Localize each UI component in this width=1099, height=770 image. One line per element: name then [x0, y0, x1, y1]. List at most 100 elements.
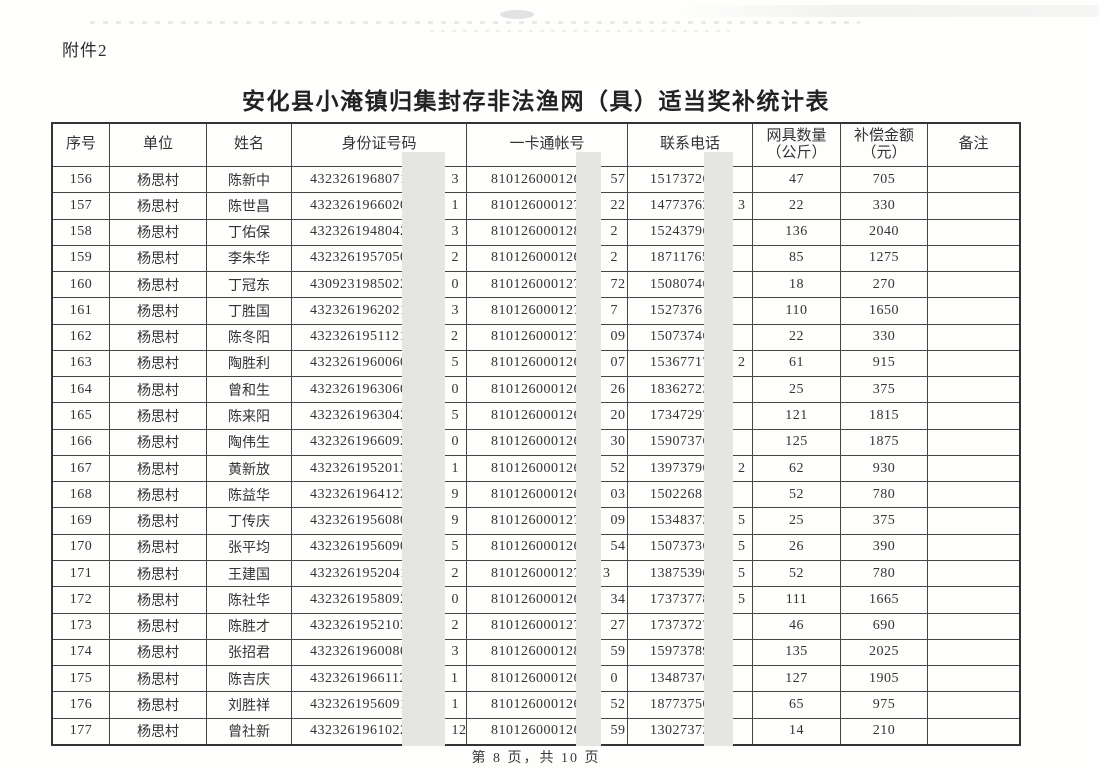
phone-visible-prefix: 15080746 [650, 276, 710, 292]
cell-person-name: 黄新放 [206, 455, 291, 482]
cell-serial: 176 [69, 696, 93, 712]
cell-account-number: 8101260001270 7 [466, 298, 627, 324]
cell-unit: 杨思村 [109, 298, 206, 324]
table-row: 164 杨思村 曾和生 4323261963060 0 8101260001268… [53, 376, 1019, 403]
table-row: 177 杨思村 曾社新 4323261961022 12 810126000126… [53, 717, 1019, 744]
cell-unit: 杨思村 [109, 429, 206, 455]
cell-id-number: 4323261963042 5 [291, 403, 466, 429]
redaction-bar-account-column [576, 152, 601, 746]
table-row: 166 杨思村 陶伟生 4323261966092 0 8101260001265… [53, 428, 1019, 455]
cell-net-quantity: 111 [752, 587, 840, 613]
cell-serial: 163 [69, 355, 93, 371]
cell-id-number: 4323261956080 9 [291, 508, 466, 534]
cell-net-quantity: 47 [752, 167, 840, 193]
cell-unit: 杨思村 [109, 324, 206, 350]
cell-phone: 18773750 [627, 692, 752, 718]
cell-net-quantity: 136 [752, 219, 840, 245]
cell-person-name: 丁冠东 [206, 272, 291, 298]
cell-remark [927, 666, 1019, 692]
cell-unit: 杨思村 [109, 560, 206, 587]
account-visible-suffix: 52 [610, 460, 626, 476]
cell-phone: 15973789 [627, 639, 752, 666]
cell-id-number: 4323261952012 1 [291, 455, 466, 482]
cell-person-name: 陈来阳 [206, 403, 291, 429]
cell-net-quantity: 85 [752, 245, 840, 272]
cell-serial: 172 [69, 591, 93, 607]
id-number-visible-prefix: 4323261960080 [310, 644, 408, 660]
account-visible-prefix: 8101260001271 [491, 618, 589, 634]
cell-amount: 375 [840, 508, 927, 534]
table-row: 160 杨思村 丁冠东 4309231985022 0 8101260001275… [53, 271, 1019, 298]
account-visible-prefix: 8101260001280 [491, 644, 589, 660]
cell-net-quantity: 46 [752, 613, 840, 639]
cell-remark [927, 298, 1019, 324]
account-visible-suffix: 34 [610, 591, 626, 607]
cell-phone: 15273761 [627, 298, 752, 324]
cell-serial: 173 [69, 618, 93, 634]
cell-account-number: 8101260001270 22 [466, 193, 627, 219]
cell-net-quantity: 22 [752, 324, 840, 350]
account-visible-prefix: 8101260001265 [491, 434, 589, 450]
redaction-bar-id-column [402, 152, 445, 746]
cell-unit: 杨思村 [109, 193, 206, 219]
id-number-visible-prefix: 4323261951121 [310, 329, 407, 345]
cell-phone: 15080746 [627, 272, 752, 298]
cell-person-name: 刘胜祥 [206, 692, 291, 718]
cell-account-number: 8101260001271 09 [466, 324, 627, 350]
cell-phone: 13973796 2 [627, 455, 752, 482]
cell-unit: 杨思村 [109, 219, 206, 245]
scan-noise-streak [90, 21, 860, 24]
table-header-row: 序号 单位 姓名 身份证号码 一卡通帐号 联系电话 网具数量 （公斤） 补偿金额（… [53, 124, 1019, 166]
phone-visible-prefix: 15973789 [650, 644, 710, 660]
table-row: 157 杨思村 陈世昌 4323261966020 1 8101260001270… [53, 192, 1019, 219]
cell-phone: 15367717 2 [627, 350, 752, 377]
phone-visible-prefix: 15173726 [650, 171, 710, 187]
cell-net-quantity: 135 [752, 639, 840, 666]
id-number-visible-prefix: 4323261963060 [310, 381, 408, 397]
header-remark: 备注 [927, 124, 1019, 166]
cell-amount: 1275 [840, 245, 927, 272]
id-number-visible-suffix: 12 [451, 723, 467, 739]
cell-net-quantity: 22 [752, 193, 840, 219]
account-visible-prefix: 8101260001269 [491, 539, 589, 555]
cell-account-number: 8101260001280 59 [466, 639, 627, 666]
cell-remark [927, 429, 1019, 455]
cell-person-name: 陶伟生 [206, 429, 291, 455]
table-row: 163 杨思村 陶胜利 4323261960060 5 8101260001265… [53, 349, 1019, 377]
cell-net-quantity: 25 [752, 377, 840, 403]
cell-unit: 杨思村 [109, 666, 206, 692]
cell-phone: 17347297 [627, 403, 752, 429]
cell-phone: 15243796 [627, 219, 752, 245]
cell-phone: 17373778 5 [627, 587, 752, 613]
phone-visible-prefix: 14773762 [650, 197, 710, 213]
account-visible-prefix: 8101260001268 [491, 460, 589, 476]
cell-remark [927, 167, 1019, 193]
table-row: 159 杨思村 李朱华 4323261957050 2 8101260001264… [53, 244, 1019, 272]
account-visible-prefix: 8101260001271 [491, 513, 589, 529]
cell-unit: 杨思村 [109, 692, 206, 718]
header-net-quantity: 网具数量 （公斤） [752, 124, 840, 166]
cell-serial: 171 [69, 565, 93, 581]
cell-net-quantity: 52 [752, 560, 840, 587]
table-row: 176 杨思村 刘胜祥 4323261956091 1 8101260001264… [53, 691, 1019, 718]
scan-noise-blob [500, 10, 534, 19]
cell-phone: 15022681 [627, 482, 752, 508]
cell-phone: 15073746 [627, 324, 752, 350]
cell-unit: 杨思村 [109, 534, 206, 560]
cell-remark [927, 324, 1019, 350]
cell-unit: 杨思村 [109, 613, 206, 639]
cell-id-number: 4323261962021 3 [291, 298, 466, 324]
account-visible-prefix: 8101260001268 [491, 723, 589, 739]
cell-id-number: 4323261966092 0 [291, 429, 466, 455]
table-row: 173 杨思村 陈胜才 4323261952102 2 8101260001271… [53, 612, 1019, 639]
cell-net-quantity: 18 [752, 272, 840, 298]
cell-amount: 390 [840, 534, 927, 560]
account-visible-suffix: 3 [603, 565, 611, 581]
cell-amount: 330 [840, 193, 927, 219]
account-visible-suffix: 22 [610, 197, 626, 213]
account-visible-prefix: 8101260001268 [491, 381, 589, 397]
cell-person-name: 陈胜才 [206, 613, 291, 639]
cell-net-quantity: 65 [752, 692, 840, 718]
account-visible-suffix: 57 [610, 171, 626, 187]
cell-amount: 690 [840, 613, 927, 639]
